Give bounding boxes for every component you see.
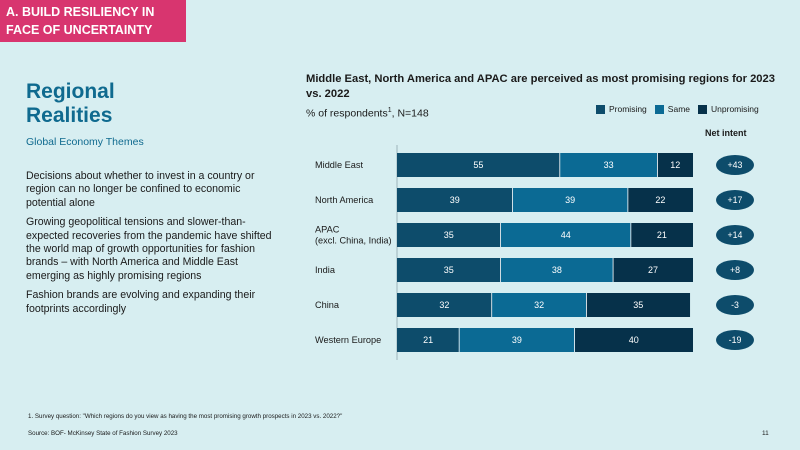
- chart-legend: Promising Same Unpromising: [596, 104, 759, 114]
- legend-swatch-same: [654, 104, 664, 114]
- category-label: China: [315, 300, 340, 310]
- net-intent-pill: [716, 190, 754, 210]
- bullet-item: Decisions about whether to invest in a c…: [26, 170, 255, 209]
- category-label: APAC (excl. China, India): [315, 225, 392, 246]
- data-label: 35: [444, 230, 454, 240]
- data-label: 39: [565, 195, 575, 205]
- net-intent-value: -3: [731, 300, 739, 310]
- data-label: 22: [655, 195, 665, 205]
- bar-segment-promising: [397, 293, 492, 317]
- legend-item-unpromising: Unpromising: [698, 104, 759, 114]
- stacked-bar-chart: Middle East 55 33 12 +43 North America 39 39 22 +…: [315, 145, 754, 360]
- bullet-item: Growing geopolitical tensions and slower…: [26, 216, 272, 282]
- data-label: 39: [512, 335, 522, 345]
- legend-label: Unpromising: [711, 104, 759, 114]
- data-label: 33: [604, 160, 614, 170]
- bullet-list: Decisions about whether to invest in a c…: [26, 170, 276, 322]
- data-label: 32: [439, 300, 449, 310]
- bar-segment-same: [491, 293, 587, 317]
- bar-segment-promising: [397, 188, 513, 212]
- data-label: 21: [657, 230, 667, 240]
- section-tag: A. BUILD RESILIENCY IN FACE OF UNCERTAIN…: [0, 0, 186, 42]
- page-title: Regional Realities: [26, 80, 115, 127]
- net-intent-value: +43: [728, 160, 743, 170]
- legend-item-promising: Promising: [596, 104, 647, 114]
- net-intent-pill: [716, 330, 754, 350]
- net-intent-pill: [716, 225, 754, 245]
- category-label: Middle East: [315, 160, 363, 170]
- data-label: 55: [473, 160, 483, 170]
- bar-segment-same: [559, 153, 658, 177]
- source-note: Source: BOF- McKinsey State of Fashion S…: [28, 430, 178, 437]
- legend-label: Promising: [609, 104, 647, 114]
- bar-segment-promising: [397, 153, 560, 177]
- legend-swatch-promising: [596, 104, 605, 114]
- data-label: 35: [633, 300, 643, 310]
- bar-segment-unpromising: [613, 258, 693, 282]
- bar-segment-promising: [397, 328, 460, 352]
- chart-title: Middle East, North America and APAC are …: [306, 73, 775, 100]
- bar-segment-unpromising: [586, 293, 691, 317]
- net-intent-header: Net intent: [705, 128, 747, 138]
- category-label: Western Europe: [315, 335, 381, 345]
- page-subtitle: Global Economy Themes: [26, 136, 144, 148]
- data-label: 38: [552, 265, 562, 275]
- data-label: 12: [670, 160, 680, 170]
- data-label: 39: [450, 195, 460, 205]
- data-label: 21: [423, 335, 433, 345]
- bar-segment-unpromising: [657, 153, 693, 177]
- footnote: 1. Survey question: "Which regions do yo…: [28, 413, 343, 420]
- respondents-label: % of respondents1, N=148: [306, 107, 429, 120]
- bar-segment-promising: [397, 223, 501, 247]
- respondents-footnote-marker: 1: [387, 107, 392, 114]
- legend-swatch-unpromising: [698, 104, 708, 114]
- data-label: 32: [534, 300, 544, 310]
- bullet-item: Fashion brands are evolving and expandin…: [26, 289, 256, 315]
- bar-segment-same: [512, 188, 628, 212]
- net-intent-value: -19: [729, 335, 742, 345]
- bar-segment-unpromising: [574, 328, 693, 352]
- net-intent-value: +17: [728, 195, 743, 205]
- bar-segment-same: [500, 223, 631, 247]
- category-label: India: [315, 265, 336, 275]
- bar-segment-unpromising: [627, 188, 693, 212]
- net-intent-value: +14: [728, 230, 743, 240]
- net-intent-pill: [716, 260, 754, 280]
- net-intent-pill: [716, 295, 754, 315]
- net-intent-value: +8: [730, 265, 740, 275]
- legend-item-same: Same: [654, 104, 691, 114]
- bar-segment-promising: [397, 258, 501, 282]
- bar-segment-same: [459, 328, 575, 352]
- respondents-n: , N=148: [391, 107, 429, 120]
- data-label: 35: [444, 265, 454, 275]
- data-label: 27: [648, 265, 658, 275]
- data-label: 40: [629, 335, 639, 345]
- net-intent-pill: [716, 155, 754, 175]
- bar-segment-unpromising: [630, 223, 693, 247]
- data-label: 44: [561, 230, 571, 240]
- category-label: North America: [315, 195, 374, 205]
- respondents-text: % of respondents: [306, 107, 388, 120]
- bar-segment-same: [500, 258, 614, 282]
- page-number: 11: [762, 430, 769, 437]
- legend-label: Same: [667, 104, 691, 114]
